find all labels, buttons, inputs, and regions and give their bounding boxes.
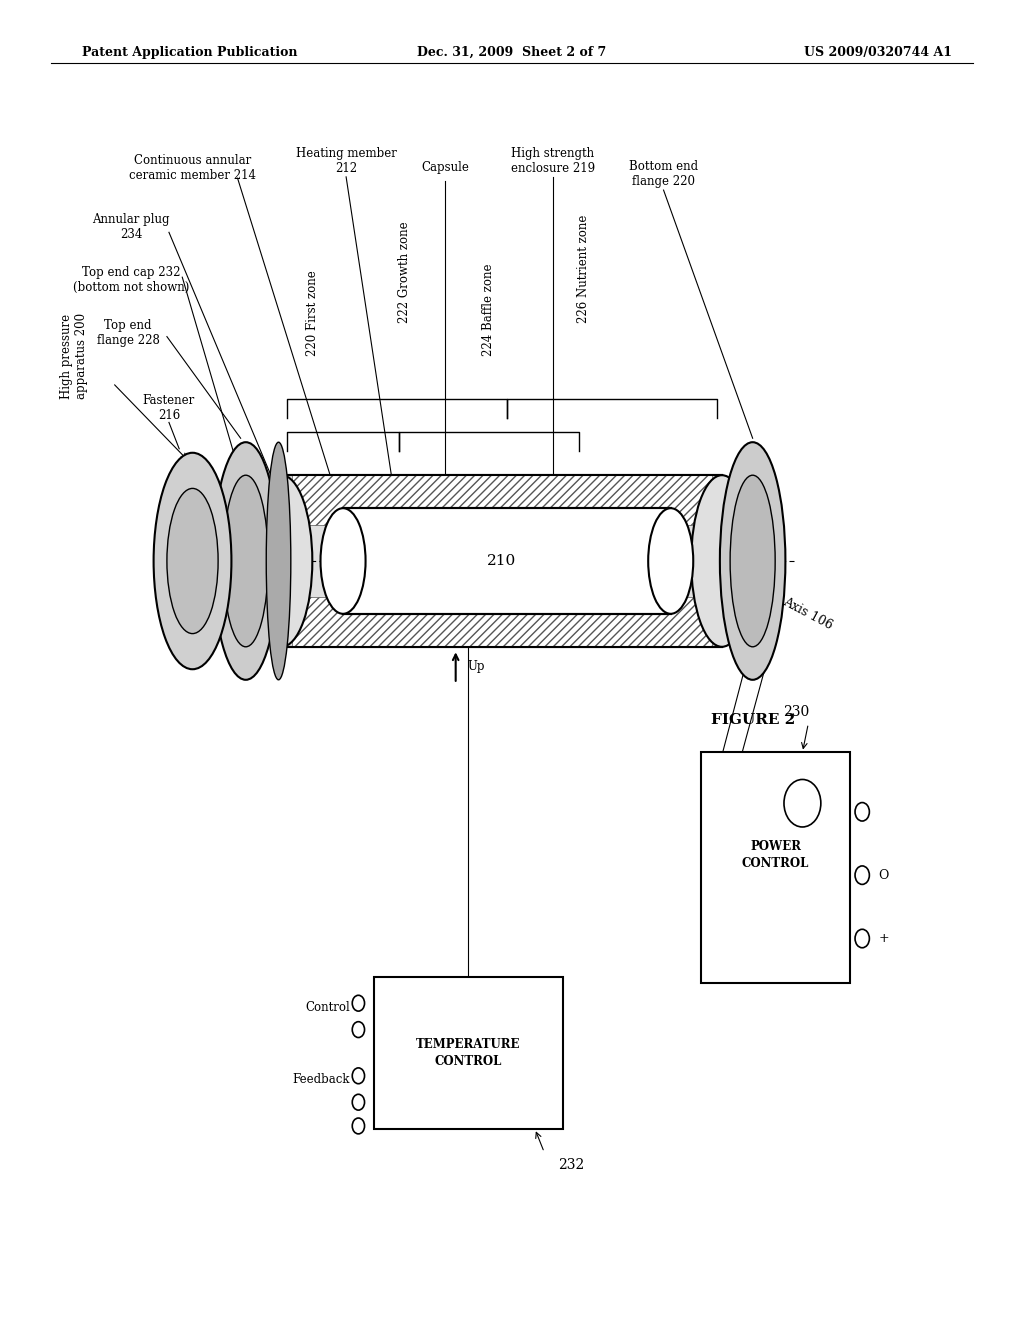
Bar <box>292 597 712 647</box>
Ellipse shape <box>213 442 279 680</box>
Text: Continuous annular
ceramic member 214: Continuous annular ceramic member 214 <box>129 153 256 182</box>
Text: Capsule: Capsule <box>422 161 469 174</box>
Bar <box>292 475 712 525</box>
Ellipse shape <box>730 475 775 647</box>
Text: Feedback: Feedback <box>293 1073 350 1086</box>
Text: US 2009/0320744 A1: US 2009/0320744 A1 <box>804 46 952 59</box>
Text: Dec. 31, 2009  Sheet 2 of 7: Dec. 31, 2009 Sheet 2 of 7 <box>418 46 606 59</box>
Ellipse shape <box>691 475 753 647</box>
Text: Top end
flange 228: Top end flange 228 <box>96 318 160 347</box>
Text: 222 Growth zone: 222 Growth zone <box>398 222 411 323</box>
Ellipse shape <box>251 475 312 647</box>
Text: High pressure
apparatus 200: High pressure apparatus 200 <box>59 313 88 400</box>
Ellipse shape <box>167 488 218 634</box>
Ellipse shape <box>266 442 291 680</box>
Text: 226 Nutrient zone: 226 Nutrient zone <box>578 215 590 323</box>
Text: TEMPERATURE
CONTROL: TEMPERATURE CONTROL <box>416 1038 521 1068</box>
Text: High strength
enclosure 219: High strength enclosure 219 <box>511 147 595 176</box>
Bar <box>701 752 850 983</box>
Bar <box>282 475 722 647</box>
Text: Fastener
216: Fastener 216 <box>142 395 196 422</box>
Text: Top end cap 232
(bottom not shown): Top end cap 232 (bottom not shown) <box>73 265 189 294</box>
Text: Axis 106: Axis 106 <box>780 595 835 632</box>
Text: 220 First zone: 220 First zone <box>306 271 318 356</box>
Text: 224 Baffle zone: 224 Baffle zone <box>482 264 495 356</box>
Ellipse shape <box>648 508 693 614</box>
Text: +: + <box>879 932 889 945</box>
Text: FIGURE 2: FIGURE 2 <box>711 713 795 727</box>
Text: 232: 232 <box>558 1158 585 1172</box>
Text: Control: Control <box>305 1001 350 1014</box>
Text: Up: Up <box>468 660 485 673</box>
Ellipse shape <box>321 508 366 614</box>
Text: Bottom end
flange 220: Bottom end flange 220 <box>629 160 698 189</box>
Text: POWER
CONTROL: POWER CONTROL <box>742 840 809 870</box>
Ellipse shape <box>223 475 268 647</box>
Text: Heating member
212: Heating member 212 <box>296 147 396 176</box>
Text: Annular plug
234: Annular plug 234 <box>92 213 170 242</box>
Bar <box>374 977 563 1129</box>
Ellipse shape <box>154 453 231 669</box>
Bar <box>343 508 671 614</box>
Text: 210: 210 <box>487 554 516 568</box>
Text: O: O <box>879 869 889 882</box>
Ellipse shape <box>720 442 785 680</box>
Text: Patent Application Publication: Patent Application Publication <box>82 46 297 59</box>
Text: 230: 230 <box>783 705 809 719</box>
